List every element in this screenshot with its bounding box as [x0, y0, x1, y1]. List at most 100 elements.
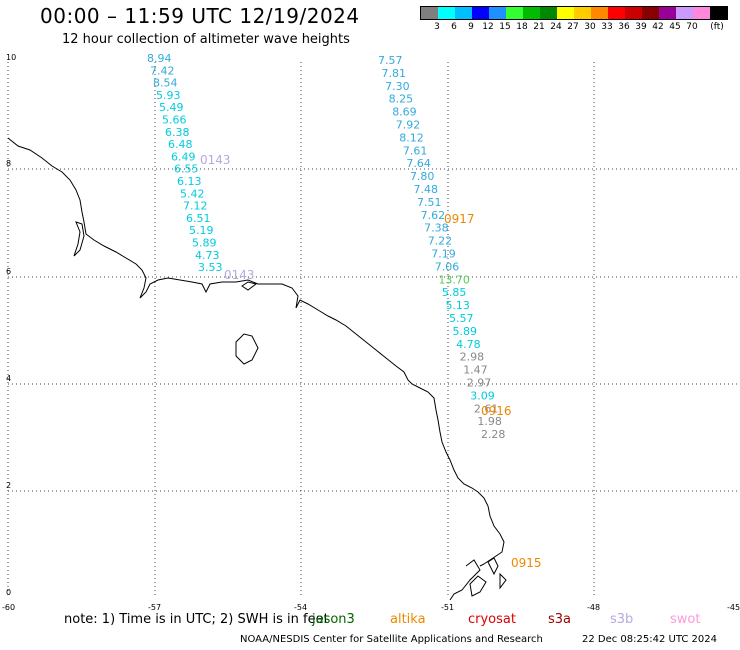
- wave-height-value: 7.64: [406, 157, 431, 170]
- legend-label: 42: [652, 22, 664, 32]
- time-label: 0916: [481, 404, 512, 418]
- wave-height-value: 8.54: [153, 77, 178, 90]
- wave-height-value: 5.19: [189, 224, 214, 237]
- y-tick-label: 10: [6, 53, 16, 62]
- legend-labels: 3 6 9 12 15 18 21 24 27 30 33 36 39 42 45 70 (ft): [420, 20, 728, 34]
- legend-label: 27: [567, 22, 579, 32]
- legend-label: 18: [516, 22, 528, 32]
- legend-swatch: [438, 7, 455, 19]
- y-tick-label: 2: [6, 481, 11, 490]
- wave-height-value: 13.70: [438, 273, 470, 286]
- wave-height-value: 6.51: [186, 212, 211, 225]
- x-tick-label: -48: [587, 603, 600, 612]
- wave-height-value: 8.94: [147, 52, 172, 65]
- wave-height-value: 7.22: [428, 235, 453, 248]
- wave-height-value: 5.93: [156, 89, 181, 102]
- legend-swatch: [608, 7, 625, 19]
- wave-height-value: 4.73: [195, 249, 220, 262]
- wave-height-value: 7.38: [424, 222, 449, 235]
- wave-height-value: 6.49: [171, 150, 196, 163]
- wave-height-value: 7.80: [410, 170, 435, 183]
- y-tick-label: 6: [6, 267, 11, 276]
- y-axis-labels: 10 8 6 4 2 0: [6, 53, 16, 597]
- wave-height-value: 7.62: [421, 209, 446, 222]
- timestamp-text: 22 Dec 08:25:42 UTC 2024: [582, 634, 717, 645]
- wave-height-value: 6.48: [168, 138, 193, 151]
- wave-height-value: 7.06: [435, 260, 460, 273]
- legend-swatch: [625, 7, 642, 19]
- legend-label: 39: [635, 22, 647, 32]
- wave-height-value: 5.42: [180, 187, 205, 200]
- x-axis-labels: -60 -57 -54 -51 -48 -45: [2, 603, 740, 612]
- page-title: 00:00 – 11:59 UTC 12/19/2024: [40, 4, 360, 28]
- legend-swatch: [455, 7, 472, 19]
- wave-height-value: 7.92: [396, 119, 421, 132]
- legend-swatch: [506, 7, 523, 19]
- legend-swatch: [574, 7, 591, 19]
- wave-height-value: 1.98: [477, 415, 502, 428]
- credit-text: NOAA/NESDIS Center for Satellite Applica…: [240, 634, 543, 645]
- wave-height-value: 8.12: [399, 131, 424, 144]
- x-tick-label: -51: [441, 603, 454, 612]
- legend-label: 12: [482, 22, 494, 32]
- satellite-track-east: 7.577.817.308.258.697.928.127.617.647.80…: [378, 54, 542, 570]
- x-tick-label: -60: [2, 603, 15, 612]
- wave-height-value: 8.25: [389, 93, 414, 106]
- satellite-label-s3b: s3b: [610, 612, 634, 627]
- wave-height-value: 7.48: [414, 183, 439, 196]
- wave-height-value: 5.57: [449, 312, 474, 325]
- satellite-label-altika: altika: [390, 612, 426, 627]
- legend-swatch: [693, 7, 710, 19]
- wave-height-value: 2.98: [460, 351, 485, 364]
- page-subtitle: 12 hour collection of altimeter wave hei…: [62, 32, 350, 47]
- legend-label: 15: [499, 22, 511, 32]
- legend-label: 30: [584, 22, 596, 32]
- legend-label: 3: [434, 22, 440, 32]
- wave-height-value: 6.55: [174, 163, 199, 176]
- legend-swatch: [591, 7, 608, 19]
- legend-swatch: [472, 7, 489, 19]
- legend-label: 70: [686, 22, 698, 32]
- legend-label: 24: [550, 22, 562, 32]
- legend-label: 6: [451, 22, 457, 32]
- wave-height-value: 7.19: [431, 248, 456, 261]
- legend-swatch: [540, 7, 557, 19]
- color-scale-legend: 3 6 9 12 15 18 21 24 27 30 33 36 39 42 45 70 (ft): [420, 6, 728, 34]
- legend-label: 45: [669, 22, 681, 32]
- legend-swatch: [659, 7, 676, 19]
- wave-height-value: 7.12: [183, 200, 208, 213]
- time-label: 0143: [224, 268, 255, 282]
- wave-height-value: 2.61: [474, 402, 499, 415]
- legend-label: 21: [533, 22, 545, 32]
- wave-height-value: 5.89: [192, 237, 217, 250]
- footer-note: note: 1) Time is in UTC; 2) SWH is in fe…: [64, 612, 329, 627]
- wave-height-value: 7.81: [382, 67, 407, 80]
- wave-height-value: 5.49: [159, 101, 184, 114]
- legend-swatch: [489, 7, 506, 19]
- legend-swatch: [676, 7, 693, 19]
- coastline: [7, 137, 507, 601]
- wave-height-value: 3.53: [198, 261, 223, 274]
- wave-height-value: 7.61: [403, 144, 428, 157]
- wave-height-value: 2.97: [467, 377, 492, 390]
- wave-height-value: 2.28: [481, 428, 506, 441]
- legend-label: 9: [468, 22, 474, 32]
- legend-swatch: [523, 7, 540, 19]
- satellite-label-s3a: s3a: [548, 612, 572, 627]
- wave-height-value: 7.42: [150, 64, 175, 77]
- wave-height-value: 5.89: [453, 325, 478, 338]
- legend-label: 36: [618, 22, 630, 32]
- x-tick-label: -45: [727, 603, 740, 612]
- wave-height-value: 8.69: [392, 106, 417, 119]
- wave-height-value: 5.85: [442, 286, 467, 299]
- legend-swatch: [642, 7, 659, 19]
- time-label: 0917: [444, 212, 475, 226]
- legend-swatch: [557, 7, 574, 19]
- wave-height-value: 5.66: [162, 114, 187, 127]
- legend-label: (ft): [710, 22, 724, 32]
- satellite-label-swot: swot: [670, 612, 701, 627]
- wave-height-value: 3.09: [470, 389, 495, 402]
- wave-height-value: 4.78: [456, 338, 481, 351]
- map-grid: [7, 62, 740, 598]
